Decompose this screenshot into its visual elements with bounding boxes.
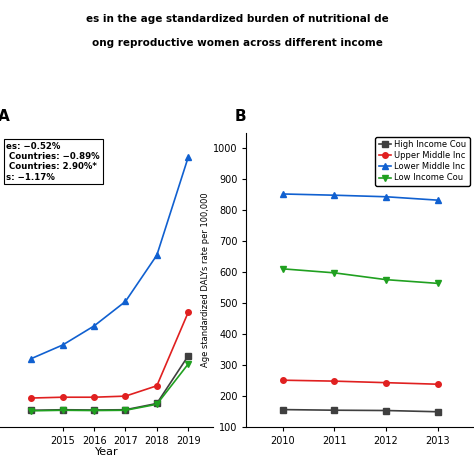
Text: B: B [235,109,247,124]
Text: ong reproductive women across different income: ong reproductive women across different … [91,38,383,48]
X-axis label: Year: Year [95,447,118,457]
Text: A: A [0,109,9,124]
Text: es in the age standardized burden of nutritional de: es in the age standardized burden of nut… [86,14,388,24]
Text: es: −0.52%
 Countries: −0.89%
 Countries: 2.90%*
s: −1.17%: es: −0.52% Countries: −0.89% Countries: … [6,142,100,182]
Legend: High Income Cou, Upper Middle Inc, Lower Middle Inc, Low Income Cou: High Income Cou, Upper Middle Inc, Lower… [375,137,470,186]
Y-axis label: Age standardized DALYs rate per 100,000: Age standardized DALYs rate per 100,000 [201,192,210,367]
